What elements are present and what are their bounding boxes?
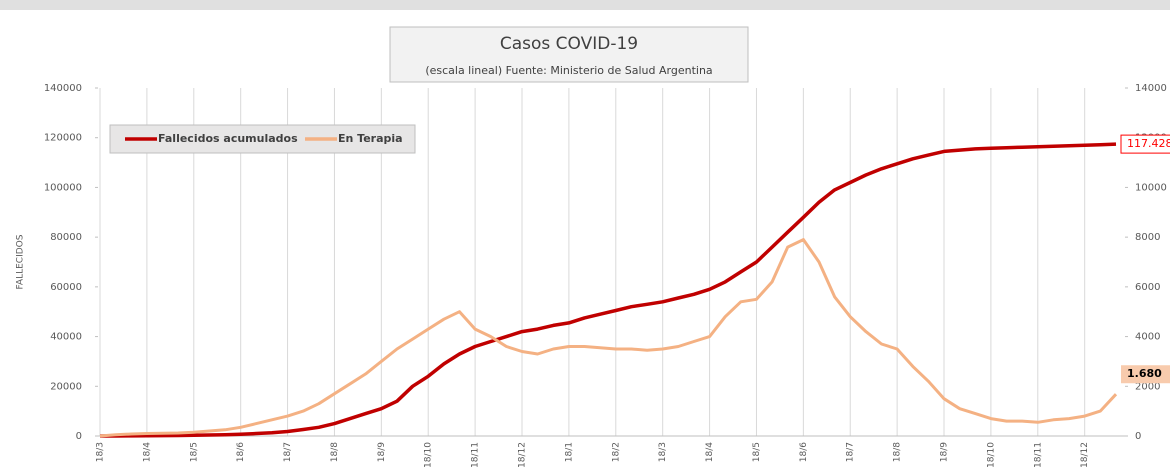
- chart-title: Casos COVID-19: [500, 34, 638, 54]
- x-tick-label: 18/8: [893, 442, 903, 462]
- x-tick-label: 18/6: [799, 442, 809, 462]
- x-tick-label: 18/10: [986, 442, 996, 468]
- x-tick-label: 18/12: [1080, 442, 1090, 468]
- y-tick-label: 140000: [44, 83, 82, 94]
- x-tick-label: 18/1: [564, 442, 574, 462]
- x-tick-label: 18/9: [940, 442, 950, 462]
- x-tick-label: 18/3: [96, 442, 106, 462]
- x-tick-label: 18/12: [518, 442, 528, 468]
- x-tick-label: 18/11: [1033, 442, 1043, 468]
- y2-tick-label: 0: [1135, 431, 1141, 442]
- y-tick-label: 0: [76, 431, 82, 442]
- x-tick-label: 18/5: [752, 442, 762, 462]
- x-tick-label: 18/11: [471, 442, 481, 468]
- y-tick-label: 100000: [44, 182, 82, 193]
- top-strip: [0, 0, 1170, 10]
- y-tick-label: 20000: [50, 381, 82, 392]
- x-tick-label: 18/4: [705, 442, 715, 462]
- x-tick-label: 18/4: [142, 442, 152, 462]
- y2-tick-label: 14000: [1135, 83, 1167, 94]
- x-tick-label: 18/10: [424, 442, 434, 468]
- x-tick-label: 18/7: [283, 442, 293, 462]
- y2-tick-label: 2000: [1135, 381, 1160, 392]
- legend-box: [109, 124, 416, 154]
- value-label: 1.680: [1127, 367, 1162, 380]
- x-tick-label: 18/8: [330, 442, 340, 462]
- x-tick-label: 18/3: [658, 442, 668, 462]
- value-label-box: [1120, 134, 1170, 154]
- legend-label: Fallecidos acumulados: [158, 132, 298, 145]
- y2-tick-label: 4000: [1135, 332, 1160, 343]
- y2-tick-label: 10000: [1135, 182, 1167, 193]
- chart-subtitle: (escala lineal) Fuente: Ministerio de Sa…: [425, 64, 712, 77]
- y-tick-label: 60000: [50, 282, 82, 293]
- legend-label: En Terapia: [338, 132, 403, 145]
- y-tick-label: 40000: [50, 332, 82, 343]
- series-line: [99, 238, 1118, 438]
- y2-tick-label: 6000: [1135, 282, 1160, 293]
- title-box: [389, 26, 749, 83]
- x-tick-label: 18/6: [236, 442, 246, 462]
- y-tick-label: 120000: [44, 133, 82, 144]
- x-tick-label: 18/9: [377, 442, 387, 462]
- value-label: 117.428: [1127, 137, 1170, 150]
- y-axis-label: FALLECIDOS: [16, 234, 26, 289]
- y-tick-label: 80000: [50, 232, 82, 243]
- x-tick-label: 18/2: [611, 442, 621, 462]
- series-line: [100, 142, 1117, 438]
- x-tick-label: 18/5: [189, 442, 199, 462]
- x-tick-label: 18/7: [846, 442, 856, 462]
- value-label-box: [1121, 365, 1170, 384]
- y2-tick-label: 8000: [1135, 232, 1160, 243]
